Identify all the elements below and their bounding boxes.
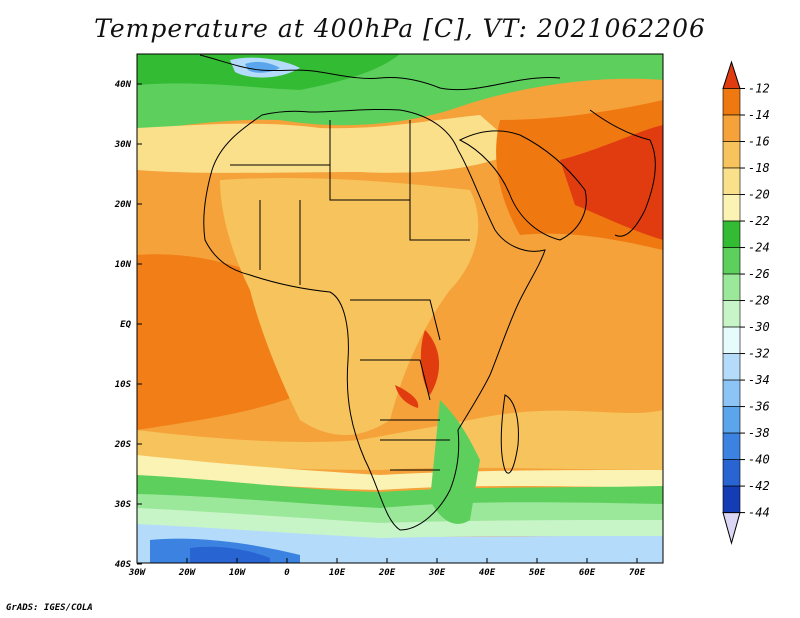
india-coast — [589, 109, 656, 237]
colorbar: -12 -14 -16 -18 -20 -22 -24 -26 -28 -30 -32 -34 -36 -… — [722, 60, 770, 545]
lon-label: 50E — [529, 568, 546, 578]
mediterranean-coast — [199, 54, 561, 91]
colorbar-top-arrow — [722, 60, 741, 90]
africa-coast — [203, 108, 546, 531]
colorbar-swatch — [722, 194, 741, 222]
colorbar-label: -32 — [748, 347, 770, 361]
lat-label: 30N — [114, 140, 132, 150]
colorbar-label: -28 — [748, 294, 770, 308]
lat-label: 10N — [115, 260, 132, 270]
lat-label: 20N — [114, 200, 132, 210]
colorbar-label: -18 — [748, 161, 770, 175]
longitude-axis: 30W 20W 10W 0 10E 20E 30E 40E 50E 60E 70E — [128, 558, 646, 578]
lat-label: 40S — [115, 560, 132, 570]
coastlines — [199, 54, 656, 531]
colorbar-label: -26 — [748, 267, 770, 281]
field-africa-land — [220, 178, 479, 435]
latitude-axis: 40N 30N 20N 10N EQ 10S 20S 30S 40S — [114, 80, 142, 570]
colorbar-swatch — [722, 167, 741, 195]
field-sahara-yellow — [137, 115, 520, 173]
colorbar-swatch — [722, 326, 741, 354]
colorbar-label: -20 — [748, 188, 770, 202]
arabia-coast — [458, 130, 587, 241]
credit-text: GrADS: IGES/COLA — [6, 603, 93, 613]
lon-label: 0 — [284, 568, 290, 578]
colorbar-swatch — [722, 88, 741, 116]
colorbar-label: -36 — [748, 400, 770, 414]
map-frame — [136, 53, 664, 564]
lon-label: 40E — [479, 568, 496, 578]
field-lightgreen-band — [137, 494, 663, 525]
lat-label: 30S — [114, 500, 132, 510]
colorbar-label: -16 — [748, 135, 770, 149]
colorbar-swatch — [722, 300, 741, 328]
colorbar-swatch — [722, 459, 741, 487]
field-cold-core — [190, 546, 270, 563]
lon-label: 70E — [629, 568, 646, 578]
colorbar-swatch — [722, 353, 741, 381]
colorbar-label: -44 — [748, 506, 770, 520]
border-2 — [259, 120, 411, 285]
lon-label: 30E — [428, 568, 446, 578]
colorbar-label: -24 — [748, 241, 770, 255]
colorbar-label: -40 — [748, 453, 770, 467]
madagascar-coast — [500, 394, 519, 474]
border-3 — [350, 299, 441, 421]
field-eastafrica-hot — [420, 330, 440, 395]
colorbar-swatch — [722, 406, 741, 434]
lat-label: 40N — [115, 80, 132, 90]
colorbar-label: -42 — [748, 479, 770, 493]
lon-label: 60E — [579, 568, 596, 578]
colorbar-label: -12 — [748, 82, 770, 96]
colorbar-bottom-arrow — [722, 512, 741, 545]
lon-label: 10E — [329, 568, 346, 578]
colorbar-swatch — [722, 141, 741, 169]
lon-label: 10W — [229, 568, 247, 578]
colorbar-swatch — [722, 220, 741, 248]
lat-label: EQ — [120, 320, 131, 330]
colorbar-swatch — [722, 247, 741, 275]
lon-label: 30W — [128, 568, 147, 578]
lat-label: 20S — [114, 440, 132, 450]
colorbar-swatch — [722, 114, 741, 142]
colorbar-swatch — [722, 432, 741, 460]
colorbar-swatch — [722, 485, 741, 513]
field-india-hot — [560, 125, 663, 240]
map-title: Temperature at 400hPa [C], VT: 202106220… — [94, 14, 706, 43]
colorbar-label: -14 — [748, 108, 770, 122]
temperature-field — [137, 54, 663, 563]
colorbar-label: -38 — [748, 426, 770, 440]
lon-label: 20W — [178, 568, 197, 578]
colorbar-swatch — [722, 379, 741, 407]
border-1 — [230, 164, 470, 241]
field-mozambique-green — [430, 400, 480, 524]
colorbar-label: -22 — [748, 214, 770, 228]
lon-label: 20E — [378, 568, 396, 578]
field-angola-hot — [395, 385, 419, 408]
border-4 — [380, 439, 450, 471]
field-yellow-band — [137, 455, 663, 490]
colorbar-label: -34 — [748, 373, 770, 387]
colorbar-label: -30 — [748, 320, 770, 334]
lat-label: 10S — [115, 380, 132, 390]
colorbar-swatch — [722, 273, 741, 301]
